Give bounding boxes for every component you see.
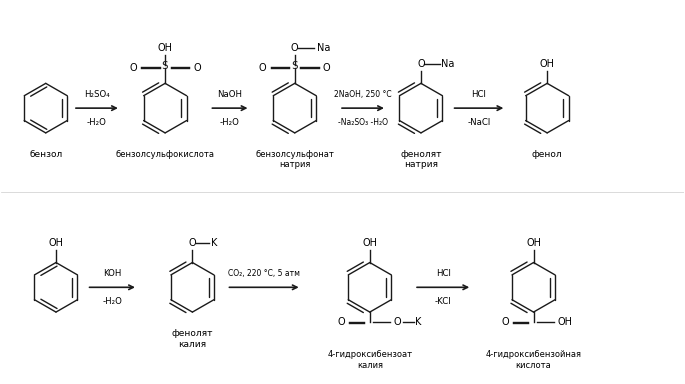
Text: O: O (129, 63, 137, 73)
Text: Na: Na (316, 43, 330, 53)
Text: -KCl: -KCl (435, 297, 451, 306)
Text: S: S (162, 61, 169, 71)
Text: OH: OH (49, 238, 64, 248)
Text: OH: OH (158, 43, 173, 53)
Text: O: O (337, 317, 345, 327)
Text: O: O (323, 63, 331, 73)
Text: CO₂, 220 °C, 5 атм: CO₂, 220 °C, 5 атм (228, 269, 300, 278)
Text: O: O (259, 63, 266, 73)
Text: 2NaOH, 250 °C: 2NaOH, 250 °C (334, 89, 392, 99)
Text: -NaCl: -NaCl (467, 118, 490, 127)
Text: фенолят
калия: фенолят калия (172, 329, 213, 349)
Text: NaOH: NaOH (217, 89, 242, 99)
Text: OH: OH (526, 238, 541, 248)
Text: K: K (416, 317, 422, 327)
Text: S: S (291, 61, 298, 71)
Text: бензол: бензол (29, 150, 62, 159)
Text: бензолсульфонат
натрия: бензолсульфонат натрия (256, 150, 334, 169)
Text: -Na₂SO₃ -H₂O: -Na₂SO₃ -H₂O (338, 118, 388, 127)
Text: OH: OH (540, 59, 555, 69)
Text: O: O (394, 317, 401, 327)
Text: -H₂O: -H₂O (220, 118, 240, 127)
Text: 4-гидроксибензоат
калия: 4-гидроксибензоат калия (327, 350, 412, 370)
Text: K: K (211, 238, 217, 248)
Text: Na: Na (441, 59, 455, 69)
Text: 4-гидроксибензойная
кислота: 4-гидроксибензойная кислота (486, 350, 582, 370)
Text: бензолсульфокислота: бензолсульфокислота (116, 150, 214, 159)
Text: O: O (291, 43, 299, 53)
Text: O: O (188, 238, 196, 248)
Text: HCl: HCl (436, 269, 451, 278)
Text: O: O (417, 59, 425, 69)
Text: H₂SO₄: H₂SO₄ (84, 89, 110, 99)
Text: OH: OH (558, 317, 573, 327)
Text: фенолят
натрия: фенолят натрия (400, 150, 442, 169)
Text: O: O (501, 317, 509, 327)
Text: -H₂O: -H₂O (87, 118, 107, 127)
Text: O: O (193, 63, 201, 73)
Text: KOH: KOH (103, 269, 121, 278)
Text: OH: OH (362, 238, 377, 248)
Text: фенол: фенол (532, 150, 562, 159)
Text: -H₂O: -H₂O (102, 297, 122, 306)
Text: HCl: HCl (471, 89, 486, 99)
